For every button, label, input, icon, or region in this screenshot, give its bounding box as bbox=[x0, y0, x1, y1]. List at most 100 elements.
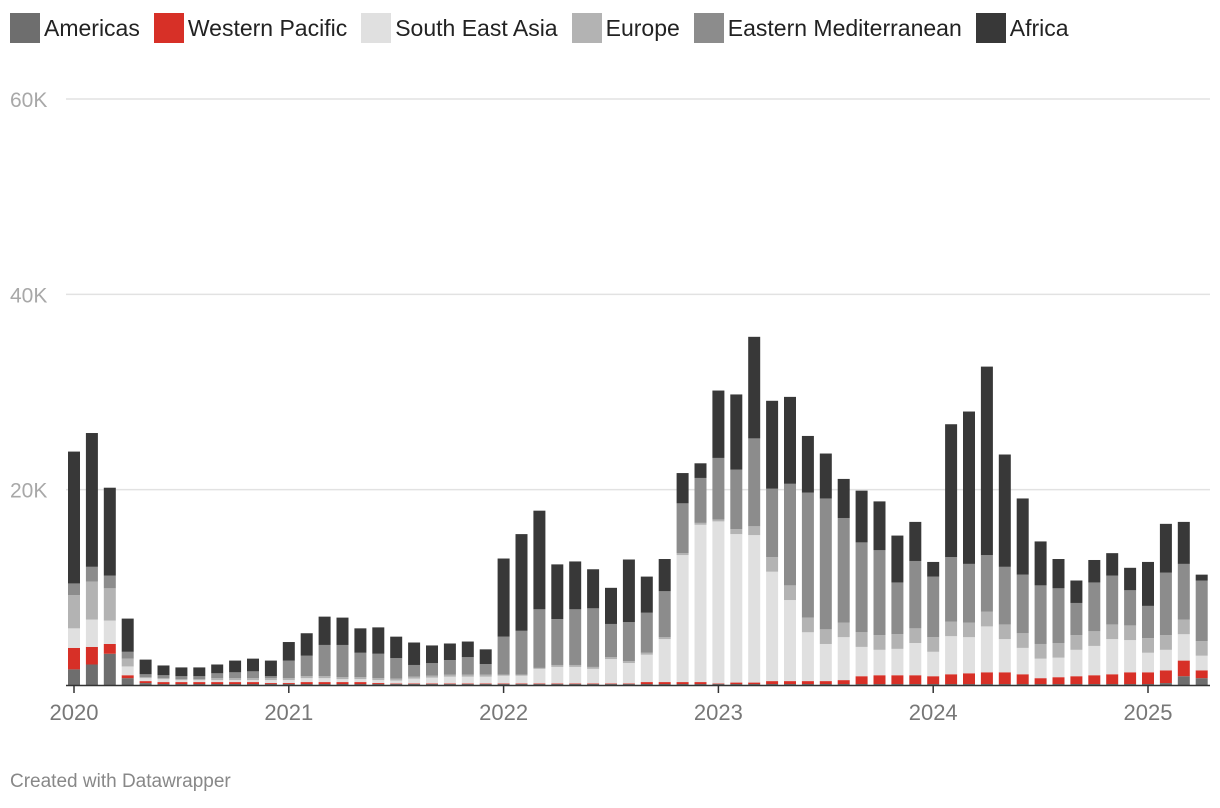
bar-segment-western-pacific[interactable] bbox=[730, 682, 743, 685]
bar-stack-2020-09[interactable] bbox=[211, 664, 224, 685]
bar-segment-europe[interactable] bbox=[157, 678, 170, 680]
bar-segment-africa[interactable] bbox=[1177, 521, 1190, 564]
bar-segment-eastern-mediterranean[interactable] bbox=[175, 676, 188, 680]
bar-segment-eastern-mediterranean[interactable] bbox=[891, 582, 904, 635]
bar-segment-western-pacific[interactable] bbox=[945, 674, 958, 685]
bar-stack-2022-02[interactable] bbox=[515, 534, 528, 685]
bar-segment-europe[interactable] bbox=[1124, 625, 1137, 641]
bar-segment-western-pacific[interactable] bbox=[909, 675, 922, 685]
bar-stack-2021-07[interactable] bbox=[390, 636, 403, 685]
bar-segment-western-pacific[interactable] bbox=[980, 672, 993, 685]
bar-segment-western-pacific[interactable] bbox=[1159, 670, 1172, 684]
bar-segment-eastern-mediterranean[interactable] bbox=[551, 619, 564, 665]
bar-segment-americas[interactable] bbox=[658, 684, 671, 685]
bar-segment-americas[interactable] bbox=[551, 684, 564, 685]
bar-segment-europe[interactable] bbox=[748, 526, 761, 536]
bar-segment-europe[interactable] bbox=[229, 678, 242, 681]
bar-segment-eastern-mediterranean[interactable] bbox=[801, 492, 814, 618]
bar-stack-2023-03[interactable] bbox=[748, 336, 761, 685]
bar-segment-africa[interactable] bbox=[515, 534, 528, 631]
bar-segment-eastern-mediterranean[interactable] bbox=[157, 675, 170, 679]
bar-segment-americas[interactable] bbox=[1070, 684, 1083, 685]
bar-stack-2023-08[interactable] bbox=[837, 478, 850, 685]
bar-segment-africa[interactable] bbox=[533, 510, 546, 610]
bar-segment-south-east-asia[interactable] bbox=[658, 639, 671, 683]
bar-segment-western-pacific[interactable] bbox=[963, 673, 975, 685]
bar-segment-africa[interactable] bbox=[605, 587, 617, 624]
bar-segment-eastern-mediterranean[interactable] bbox=[873, 550, 886, 636]
bar-stack-2022-06[interactable] bbox=[587, 569, 600, 685]
bar-segment-europe[interactable] bbox=[784, 585, 796, 601]
bar-segment-europe[interactable] bbox=[390, 678, 403, 681]
bar-segment-south-east-asia[interactable] bbox=[837, 637, 850, 681]
bar-stack-2021-12[interactable] bbox=[479, 649, 492, 685]
bar-segment-eastern-mediterranean[interactable] bbox=[408, 664, 421, 677]
bar-segment-south-east-asia[interactable] bbox=[784, 600, 796, 682]
bar-stack-2025-03[interactable] bbox=[1177, 521, 1190, 685]
bar-segment-americas[interactable] bbox=[891, 684, 904, 685]
bar-segment-americas[interactable] bbox=[229, 684, 242, 685]
bar-segment-africa[interactable] bbox=[372, 627, 385, 654]
bar-segment-europe[interactable] bbox=[479, 674, 492, 677]
bar-stack-2024-07[interactable] bbox=[1034, 541, 1047, 685]
bar-stack-2021-03[interactable] bbox=[318, 616, 331, 685]
bar-stack-2020-11[interactable] bbox=[247, 658, 259, 685]
bar-segment-americas[interactable] bbox=[1034, 684, 1047, 685]
bar-segment-western-pacific[interactable] bbox=[247, 682, 259, 685]
bar-segment-south-east-asia[interactable] bbox=[909, 643, 922, 676]
bar-segment-europe[interactable] bbox=[372, 678, 385, 681]
bar-segment-western-pacific[interactable] bbox=[801, 681, 814, 685]
bar-segment-americas[interactable] bbox=[1177, 676, 1190, 685]
bar-segment-western-pacific[interactable] bbox=[85, 646, 98, 665]
bar-segment-africa[interactable] bbox=[587, 569, 600, 609]
bar-segment-eastern-mediterranean[interactable] bbox=[229, 672, 242, 679]
bar-segment-americas[interactable] bbox=[336, 684, 349, 685]
bar-segment-americas[interactable] bbox=[408, 684, 421, 685]
bar-segment-americas[interactable] bbox=[372, 684, 385, 685]
bar-segment-africa[interactable] bbox=[85, 433, 98, 567]
bar-stack-2021-11[interactable] bbox=[461, 641, 474, 685]
bar-segment-south-east-asia[interactable] bbox=[819, 643, 832, 682]
bar-segment-europe[interactable] bbox=[533, 667, 546, 669]
bar-stack-2020-10[interactable] bbox=[229, 660, 242, 685]
bar-segment-americas[interactable] bbox=[963, 684, 975, 685]
bar-stack-2024-01[interactable] bbox=[927, 561, 940, 685]
bar-segment-western-pacific[interactable] bbox=[658, 682, 671, 685]
bar-segment-south-east-asia[interactable] bbox=[497, 675, 510, 684]
bar-segment-americas[interactable] bbox=[980, 684, 993, 685]
bar-segment-europe[interactable] bbox=[1016, 633, 1029, 648]
bar-stack-2022-04[interactable] bbox=[551, 564, 564, 685]
bar-segment-south-east-asia[interactable] bbox=[998, 639, 1011, 673]
bar-segment-africa[interactable] bbox=[103, 487, 116, 576]
bar-segment-western-pacific[interactable] bbox=[1106, 674, 1119, 685]
bar-segment-americas[interactable] bbox=[945, 684, 958, 685]
bar-segment-americas[interactable] bbox=[175, 684, 188, 685]
bar-segment-south-east-asia[interactable] bbox=[694, 524, 707, 683]
bar-segment-europe[interactable] bbox=[68, 595, 80, 629]
bar-segment-africa[interactable] bbox=[909, 521, 922, 561]
bar-segment-europe[interactable] bbox=[85, 581, 98, 620]
bar-stack-2023-07[interactable] bbox=[819, 453, 832, 685]
bar-segment-south-east-asia[interactable] bbox=[1142, 652, 1154, 673]
bar-stack-2025-04[interactable] bbox=[1195, 574, 1208, 685]
bar-segment-europe[interactable] bbox=[658, 637, 671, 640]
bar-segment-americas[interactable] bbox=[247, 684, 259, 685]
bar-segment-western-pacific[interactable] bbox=[640, 682, 653, 685]
bar-segment-africa[interactable] bbox=[855, 490, 868, 543]
bar-segment-americas[interactable] bbox=[694, 684, 707, 685]
bar-segment-africa[interactable] bbox=[676, 473, 689, 504]
bar-segment-south-east-asia[interactable] bbox=[1124, 640, 1137, 673]
bar-segment-europe[interactable] bbox=[873, 635, 886, 650]
bar-segment-western-pacific[interactable] bbox=[837, 680, 850, 685]
bar-segment-south-east-asia[interactable] bbox=[1195, 655, 1208, 671]
bar-segment-americas[interactable] bbox=[587, 684, 600, 685]
bar-segment-eastern-mediterranean[interactable] bbox=[855, 542, 868, 633]
bar-stack-2021-06[interactable] bbox=[372, 627, 385, 685]
bar-segment-south-east-asia[interactable] bbox=[85, 619, 98, 647]
bar-segment-americas[interactable] bbox=[282, 684, 295, 685]
bar-stack-2020-02[interactable] bbox=[85, 433, 98, 685]
bar-segment-south-east-asia[interactable] bbox=[1106, 639, 1119, 675]
bar-stack-2022-05[interactable] bbox=[569, 561, 582, 685]
bar-segment-south-east-asia[interactable] bbox=[927, 651, 940, 677]
bar-segment-africa[interactable] bbox=[408, 642, 421, 665]
